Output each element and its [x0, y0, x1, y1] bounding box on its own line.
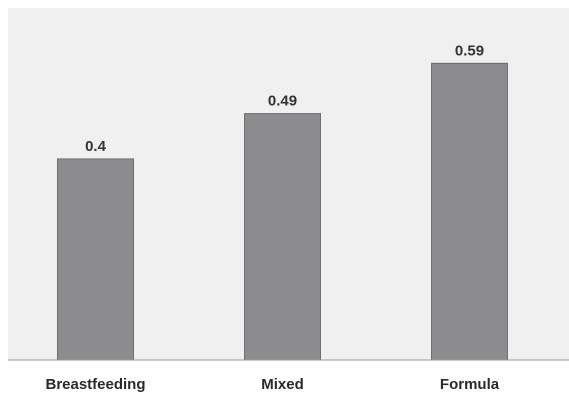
value-label-formula: 0.59 — [455, 42, 484, 59]
bar-breastfeeding — [57, 158, 134, 361]
bar-formula — [431, 62, 508, 361]
value-label-breastfeeding: 0.4 — [85, 138, 107, 155]
category-label-formula: Formula — [440, 376, 500, 393]
bar-mixed — [244, 113, 321, 361]
category-labels-group: Breastfeeding Mixed Formula — [45, 376, 499, 393]
value-label-mixed: 0.49 — [268, 93, 297, 110]
value-labels-group: 0.4 0.49 0.59 — [85, 42, 484, 155]
category-label-breastfeeding: Breastfeeding — [45, 376, 145, 393]
category-label-mixed: Mixed — [261, 376, 304, 393]
bars-group — [57, 62, 508, 361]
